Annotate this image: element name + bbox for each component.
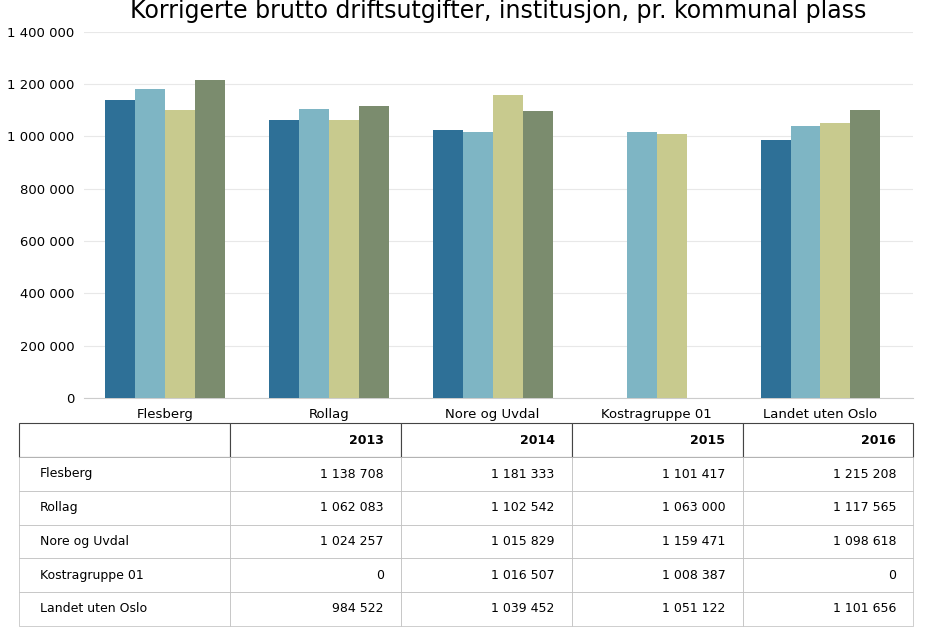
Bar xyxy=(268,120,299,398)
Bar xyxy=(656,134,687,398)
Bar xyxy=(523,111,553,398)
Y-axis label: Kroner: Kroner xyxy=(0,193,1,237)
Bar xyxy=(135,89,165,398)
Bar xyxy=(850,110,881,398)
Bar xyxy=(105,100,135,398)
Bar xyxy=(626,132,656,398)
Bar xyxy=(462,132,493,398)
Bar xyxy=(820,123,850,398)
Bar xyxy=(359,106,389,398)
Bar xyxy=(195,80,225,398)
Legend: 2013, 2014, 2015, 2016: 2013, 2014, 2015, 2016 xyxy=(268,430,530,453)
Bar xyxy=(790,126,820,398)
Bar xyxy=(299,109,329,398)
Bar xyxy=(493,95,523,398)
Bar xyxy=(432,130,462,398)
Bar xyxy=(165,110,195,398)
Bar xyxy=(761,140,790,398)
Bar xyxy=(329,120,359,398)
Title: Korrigerte brutto driftsutgifter, institusjon, pr. kommunal plass: Korrigerte brutto driftsutgifter, instit… xyxy=(130,0,867,23)
